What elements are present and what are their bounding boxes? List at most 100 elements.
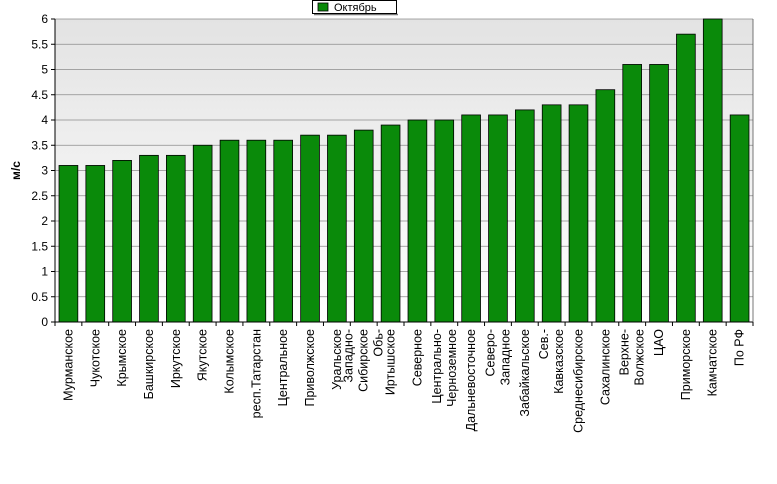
bar (112, 159, 132, 323)
x-category-label: По РФ (733, 329, 747, 366)
x-category-label-line: Колымское (223, 329, 237, 394)
x-category-label: Среднесибирское (572, 329, 586, 433)
bar (353, 129, 374, 323)
x-category-label-line: Среднесибирское (572, 329, 586, 433)
bar (380, 124, 401, 323)
x-category-label-line: Сев.- (537, 329, 551, 359)
y-tick-label: 4 (41, 113, 48, 127)
x-category-label-line: Якутское (196, 329, 210, 381)
x-category-label-line: Иртышское (384, 329, 398, 395)
x-category-label-line: Чукотское (88, 329, 102, 387)
x-category-label: Камчатское (706, 329, 720, 396)
x-category-label-line: Мурманское (61, 329, 75, 401)
x-category-label: Северное (410, 329, 424, 386)
x-category-label-line: Верхне- (618, 329, 632, 375)
x-category-label: Иртышское (384, 329, 398, 395)
x-category-label-line: Крымское (115, 329, 129, 387)
legend-label: Октябрь (334, 2, 377, 14)
x-category-label: Крымское (115, 329, 129, 387)
bar (595, 89, 616, 323)
legend-swatch (317, 2, 329, 12)
x-category-label-line: Башкирское (142, 329, 156, 399)
y-tick-label: 3.5 (31, 138, 48, 152)
y-tick-label: 6 (41, 12, 48, 26)
x-category-label-line: ЦАО (652, 329, 666, 356)
x-category-label-line: Западное (498, 329, 512, 385)
x-category-label: Сев.- Кавказское (537, 329, 566, 394)
bar (139, 154, 159, 323)
bar (434, 119, 455, 323)
y-tick-label: 5.5 (31, 37, 48, 51)
y-tick-label: 0.5 (31, 290, 48, 304)
x-category-label: Сахалинское (598, 329, 612, 405)
x-category-labels: Мурманское Чукотское Крымское Башкирское Ирк… (61, 329, 746, 433)
x-category-label: Западно- Сибирское Обь- (342, 329, 386, 392)
x-category-label-line: Кавказское (552, 329, 566, 394)
y-tick-label: 4.5 (31, 88, 48, 102)
x-category-label-line: респ.Татарстан (249, 329, 263, 418)
x-category-label: Иркутское (169, 329, 183, 388)
bar (676, 33, 696, 323)
bar (488, 114, 508, 323)
x-category-label: Приволжское (303, 329, 317, 407)
x-category-label: Центральное (276, 329, 290, 406)
x-category-label: Приморское (679, 329, 693, 400)
bar (219, 139, 240, 323)
x-category-label-line: Сибирское (357, 329, 371, 392)
x-category-label: Верхне- Волжское (618, 329, 647, 385)
x-category-label: Северо- Западное (483, 329, 512, 385)
x-category-label-line: Иркутское (169, 329, 183, 388)
bar (300, 134, 320, 323)
y-axis-label: м/с (9, 161, 23, 180)
x-category-label: Забайкальское (518, 329, 532, 417)
x-category-label: Башкирское (142, 329, 156, 399)
bar (166, 154, 186, 323)
bar (541, 104, 562, 323)
x-category-label-line: Северное (410, 329, 424, 386)
bar (702, 18, 723, 323)
bar (246, 139, 267, 323)
x-category-label-line: Центрально- (430, 329, 444, 404)
x-category-label-line: Уральское (330, 329, 344, 390)
bar (649, 64, 669, 323)
legend: Октябрь (312, 0, 398, 16)
axes (54, 19, 754, 326)
x-category-label-line: Камчатское (706, 329, 720, 396)
y-tick-label: 1 (41, 265, 48, 279)
bar (568, 104, 589, 323)
bar (58, 165, 79, 323)
x-category-label-line: Дальневосточное (464, 329, 478, 431)
x-category-label: Мурманское (61, 329, 75, 401)
y-tick-label: 2.5 (31, 189, 48, 203)
x-category-label: Чукотское (88, 329, 102, 387)
bar (729, 114, 750, 323)
bar (407, 119, 428, 323)
x-category-label-line: Западно- (342, 329, 356, 383)
y-tick-label: 3 (41, 164, 48, 178)
x-category-label-line: Приморское (679, 329, 693, 400)
y-tick-label: 2 (41, 214, 48, 228)
x-category-label: Дальневосточное (464, 329, 478, 431)
x-category-label-line: Черноземное (445, 329, 459, 407)
bar (327, 134, 347, 323)
x-category-label: респ.Татарстан (249, 329, 263, 418)
x-category-label: Уральское (330, 329, 344, 390)
x-category-label-line: Обь- (372, 329, 386, 357)
x-category-label-line: Забайкальское (518, 329, 532, 417)
legend-box (312, 0, 397, 14)
y-tick-label: 5 (41, 63, 48, 77)
bar (461, 114, 481, 323)
bars (58, 18, 750, 323)
bar (85, 165, 106, 323)
x-category-label: Колымское (223, 329, 237, 394)
x-category-label-line: Центральное (276, 329, 290, 406)
x-category-label-line: Сахалинское (598, 329, 612, 405)
x-category-label-line: По РФ (733, 329, 747, 366)
y-tick-label: 0 (41, 315, 48, 329)
x-category-label: Якутское (196, 329, 210, 381)
bar (622, 64, 642, 323)
bar (192, 144, 213, 323)
x-category-label-line: Северо- (483, 329, 497, 377)
bar (273, 139, 293, 323)
